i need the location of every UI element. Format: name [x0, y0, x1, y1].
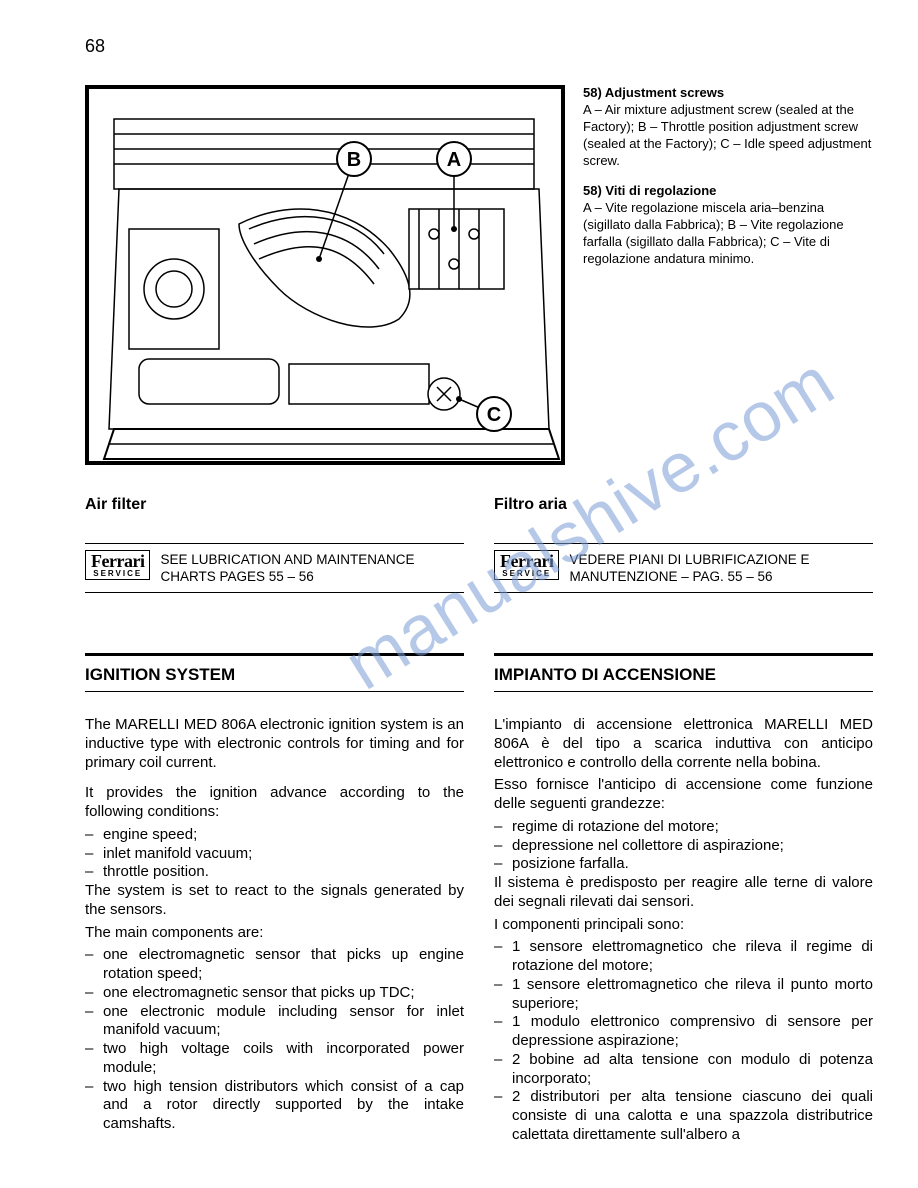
- list-item: engine speed;: [85, 826, 464, 845]
- list-item: 2 bobine ad alta tensione con modulo di …: [494, 1051, 873, 1089]
- list-item: one electromagnetic sensor that picks up…: [85, 946, 464, 984]
- page-number: 68: [85, 35, 105, 58]
- service-label-it: SERVICE: [500, 570, 553, 578]
- service-text-left: SEE LUBRICATION AND MAINTENANCE CHARTS P…: [160, 550, 464, 586]
- caption-it-title: 58) Viti di regolazione: [583, 183, 873, 200]
- service-row-right: Ferrari SERVICE VEDERE PIANI DI LUBRIFIC…: [494, 543, 873, 593]
- ferrari-service-tag-it: Ferrari SERVICE: [494, 550, 559, 580]
- list-item: 1 sensore elettromagnetico che rileva il…: [494, 938, 873, 976]
- list-item: one electronic module including sensor f…: [85, 1003, 464, 1041]
- caption-it-text: A – Vite regolazione miscela aria–benzin…: [583, 200, 873, 268]
- ignition-right: IMPIANTO DI ACCENSIONE L'impianto di acc…: [494, 593, 873, 1145]
- figure-label-A: A: [447, 149, 461, 171]
- ignition-columns: IGNITION SYSTEM The MARELLI MED 806A ele…: [85, 593, 873, 1145]
- list-item: 1 modulo elettronico comprensivo di sens…: [494, 1013, 873, 1051]
- list-item: two high voltage coils with incorporated…: [85, 1040, 464, 1078]
- filter-left: Air filter Ferrari SERVICE SEE LUBRICATI…: [85, 495, 464, 593]
- left-list1: engine speed;inlet manifold vacuum;throt…: [85, 826, 464, 882]
- rule-thick-right: [494, 653, 873, 656]
- left-p4: The main components are:: [85, 924, 464, 943]
- list-item: regime di rotazione del motore;: [494, 818, 873, 837]
- list-item: throttle position.: [85, 863, 464, 882]
- service-label: SERVICE: [91, 570, 144, 578]
- engine-diagram: A B C: [85, 85, 565, 465]
- rule-thin-left: [85, 691, 464, 692]
- right-p4: I componenti principali sono:: [494, 916, 873, 935]
- right-list1: regime di rotazione del motore;depressio…: [494, 818, 873, 874]
- filter-right: Filtro aria Ferrari SERVICE VEDERE PIANI…: [494, 495, 873, 593]
- figure-label-B: B: [347, 149, 361, 171]
- brand-text-it: Ferrari: [500, 552, 553, 570]
- figure-label-C: C: [487, 404, 501, 426]
- ferrari-service-tag: Ferrari SERVICE: [85, 550, 150, 580]
- filtro-aria-heading: Filtro aria: [494, 495, 873, 515]
- list-item: 1 sensore elettromagnetico che rileva il…: [494, 976, 873, 1014]
- service-row-left: Ferrari SERVICE SEE LUBRICATION AND MAIN…: [85, 543, 464, 593]
- brand-text: Ferrari: [91, 552, 144, 570]
- list-item: inlet manifold vacuum;: [85, 845, 464, 864]
- body-left: The MARELLI MED 806A electronic ignition…: [85, 716, 464, 1134]
- right-p3: Il sistema è predisposto per reagire all…: [494, 874, 873, 912]
- engine-svg: A B C: [89, 89, 561, 461]
- filter-row: Air filter Ferrari SERVICE SEE LUBRICATI…: [85, 495, 873, 593]
- body-right: L'impianto di accensione elettronica MAR…: [494, 716, 873, 1145]
- air-filter-heading: Air filter: [85, 495, 464, 515]
- caption-en-title: 58) Adjustment screws: [583, 85, 873, 102]
- left-p2: It provides the ignition advance accordi…: [85, 784, 464, 822]
- caption-en: 58) Adjustment screws A – Air mixture ad…: [583, 85, 873, 169]
- left-p3: The system is set to react to the signal…: [85, 882, 464, 920]
- caption-it: 58) Viti di regolazione A – Vite regolaz…: [583, 183, 873, 267]
- list-item: posizione farfalla.: [494, 855, 873, 874]
- right-p1: L'impianto di accensione elettronica MAR…: [494, 716, 873, 772]
- ignition-title-en: IGNITION SYSTEM: [85, 664, 464, 685]
- figure-captions: 58) Adjustment screws A – Air mixture ad…: [583, 85, 873, 465]
- list-item: one electromagnetic sensor that picks up…: [85, 984, 464, 1003]
- list-item: two high tension distributors which cons…: [85, 1078, 464, 1134]
- list-item: depressione nel collettore di aspirazion…: [494, 837, 873, 856]
- ignition-title-it: IMPIANTO DI ACCENSIONE: [494, 664, 873, 685]
- left-p1: The MARELLI MED 806A electronic ignition…: [85, 716, 464, 772]
- rule-thick-left: [85, 653, 464, 656]
- list-item: 2 distributori per alta tensione ciascun…: [494, 1088, 873, 1144]
- ignition-left: IGNITION SYSTEM The MARELLI MED 806A ele…: [85, 593, 464, 1145]
- top-row: A B C 58) Adjustment screws A – Air mixtur…: [85, 85, 873, 465]
- right-p2: Esso fornisce l'anticipo di accensione c…: [494, 776, 873, 814]
- caption-en-text: A – Air mixture adjustment screw (sealed…: [583, 102, 873, 170]
- left-list2: one electromagnetic sensor that picks up…: [85, 946, 464, 1134]
- service-text-right: VEDERE PIANI DI LUBRIFICAZIONE E MANUTEN…: [569, 550, 873, 586]
- rule-thin-right: [494, 691, 873, 692]
- right-list2: 1 sensore elettromagnetico che rileva il…: [494, 938, 873, 1144]
